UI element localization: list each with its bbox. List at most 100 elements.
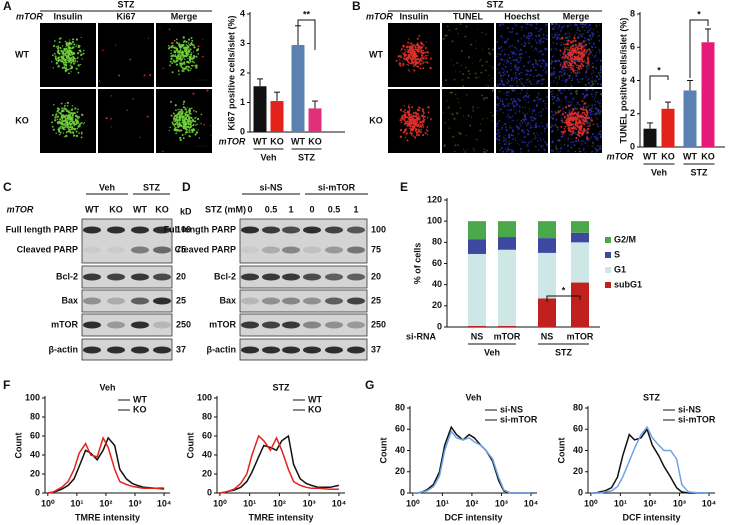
cell-signal	[543, 66, 544, 67]
cell-signal	[56, 46, 58, 48]
cell-signal	[535, 27, 537, 29]
cell-signal	[562, 80, 563, 81]
cell-signal	[460, 133, 462, 135]
band	[282, 298, 300, 305]
cell-signal	[506, 116, 507, 117]
cell-signal	[69, 131, 71, 133]
cell-signal	[81, 133, 83, 135]
cell-signal	[597, 51, 598, 52]
panel-letter: E	[400, 180, 408, 194]
cell-signal	[553, 28, 555, 30]
cell-signal	[553, 48, 554, 49]
cell-signal	[502, 99, 503, 100]
chart-title: Veh	[99, 382, 115, 392]
cell-signal	[147, 116, 149, 118]
y-tick-label: 4	[240, 8, 245, 18]
cell-signal	[416, 61, 419, 64]
cell-signal	[496, 42, 497, 43]
y-tick-label: 20	[573, 466, 583, 476]
cell-signal	[563, 59, 564, 60]
cell-signal	[600, 107, 601, 108]
cell-signal	[410, 53, 412, 55]
band	[241, 347, 259, 354]
cell-signal	[577, 52, 579, 54]
cell-signal	[574, 106, 575, 107]
cell-signal	[423, 44, 425, 46]
cell-signal	[422, 56, 423, 57]
cell-signal	[592, 125, 593, 126]
cell-signal	[503, 112, 504, 113]
cell-signal	[514, 47, 516, 49]
cell-signal	[416, 131, 417, 132]
bar-segment	[468, 239, 486, 254]
cell-signal	[533, 76, 534, 77]
cell-signal	[59, 134, 60, 135]
band	[153, 347, 171, 354]
cell-signal	[530, 141, 531, 142]
cell-signal	[399, 65, 401, 67]
cell-signal	[511, 127, 513, 129]
cell-signal	[593, 111, 594, 112]
x-tick-label: WT	[253, 136, 267, 146]
x-tick-label: 10³	[673, 498, 686, 508]
y-tick-label: 0	[207, 487, 212, 497]
cell-signal	[189, 56, 190, 57]
bar-segment	[538, 238, 556, 253]
cell-signal	[561, 56, 563, 58]
cell-signal	[593, 144, 594, 145]
cell-signal	[196, 117, 197, 118]
legend-swatch	[605, 252, 611, 258]
cell-signal	[78, 64, 80, 66]
band	[131, 322, 149, 329]
cell-signal	[592, 83, 594, 85]
cell-signal	[413, 65, 415, 67]
y-tick-label: 80	[202, 411, 212, 421]
cell-signal	[557, 60, 559, 62]
cell-signal	[539, 60, 541, 62]
cell-signal	[412, 57, 413, 58]
cell-signal	[574, 34, 576, 36]
cell-signal	[570, 48, 572, 50]
cell-signal	[580, 47, 582, 49]
cell-signal	[515, 54, 517, 56]
cell-signal	[599, 76, 601, 78]
cell-signal	[576, 24, 577, 25]
cell-signal	[517, 143, 518, 144]
cell-signal	[506, 39, 508, 41]
cell-signal	[57, 122, 59, 124]
cell-signal	[584, 37, 585, 38]
cell-signal	[502, 151, 504, 153]
cell-signal	[475, 73, 477, 75]
legend-label: KO	[133, 404, 147, 414]
cell-signal	[102, 49, 104, 51]
blot	[82, 219, 172, 263]
chart-title: STZ	[643, 392, 661, 402]
cell-signal	[420, 49, 422, 51]
cell-signal	[508, 80, 510, 82]
x-tick-label: 10⁰	[41, 498, 55, 508]
cell-signal	[542, 63, 544, 65]
cell-signal	[536, 23, 538, 25]
cell-signal	[567, 114, 569, 116]
panel-letter: D	[182, 180, 191, 194]
y-axis-label: % of cells	[412, 243, 422, 285]
cell-signal	[471, 117, 472, 118]
cell-signal	[66, 132, 67, 133]
cell-signal	[407, 113, 409, 115]
cell-signal	[595, 83, 596, 84]
cell-signal	[443, 38, 445, 40]
cell-signal	[516, 102, 518, 104]
cell-signal	[189, 109, 191, 111]
band	[131, 247, 149, 254]
cell-signal	[560, 64, 561, 65]
header: STZ	[118, 0, 136, 9]
cell-signal	[462, 73, 464, 75]
cell-signal	[411, 47, 413, 49]
cell-signal	[174, 124, 176, 126]
cell-signal	[586, 54, 587, 55]
cell-signal	[186, 41, 188, 43]
cell-signal	[538, 31, 540, 33]
cell-signal	[472, 62, 473, 63]
cell-signal	[529, 40, 530, 41]
cell-signal	[512, 138, 514, 140]
